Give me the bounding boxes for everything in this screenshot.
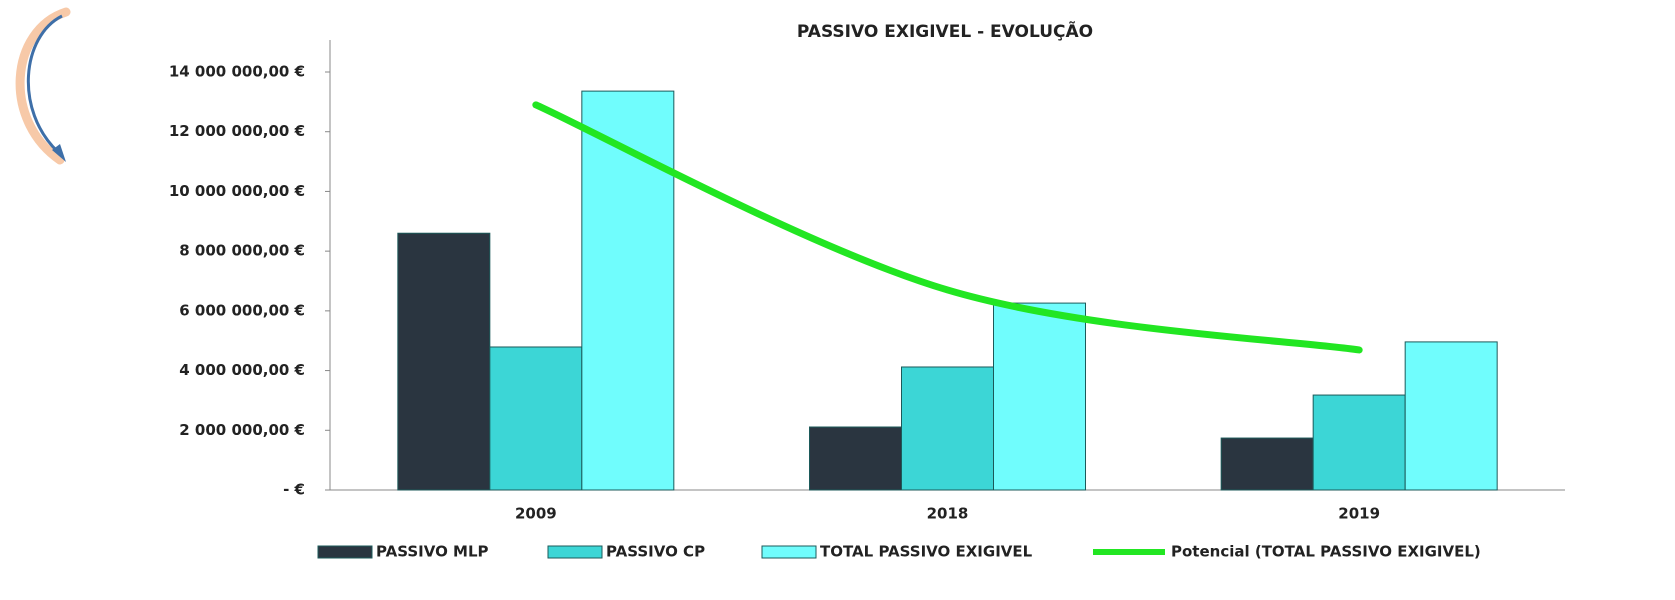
legend-swatch (547, 545, 603, 559)
legend-label: PASSIVO MLP (376, 543, 489, 561)
y-tick-label: - € (283, 481, 305, 499)
arrow-head (52, 144, 66, 162)
arrow-icon (15, 7, 71, 165)
bar (489, 346, 583, 491)
y-tick-label: 4 000 000,00 € (179, 361, 305, 379)
chart-title: PASSIVO EXIGIVEL - EVOLUÇÃO (797, 19, 1093, 42)
bar (993, 302, 1086, 491)
y-tick-label: 8 000 000,00 € (179, 242, 305, 260)
bar (581, 90, 675, 491)
bar (809, 426, 902, 491)
bar (1220, 437, 1314, 491)
y-tick-label: 14 000 000,00 € (169, 63, 305, 81)
bar (1312, 394, 1406, 491)
bar (397, 232, 491, 491)
trend-line (532, 101, 1363, 354)
x-tick-label: 2018 (927, 505, 969, 523)
bar (901, 366, 994, 491)
y-tick-label: 10 000 000,00 € (169, 182, 305, 200)
y-tick-label: 2 000 000,00 € (179, 421, 305, 439)
legend-label: Potencial (TOTAL PASSIVO EXIGIVEL) (1171, 543, 1481, 561)
x-tick-label: 2019 (1338, 505, 1380, 523)
x-tick-label: 2009 (515, 505, 557, 523)
legend-label: TOTAL PASSIVO EXIGIVEL (820, 543, 1033, 561)
y-tick-label: 12 000 000,00 € (169, 122, 305, 140)
bar (1404, 341, 1498, 491)
legend-swatch (317, 545, 373, 559)
legend-label: PASSIVO CP (606, 543, 705, 561)
legend-swatch (761, 545, 817, 559)
arrow-icon-inner (27, 14, 63, 154)
y-tick-label: 6 000 000,00 € (179, 301, 305, 319)
